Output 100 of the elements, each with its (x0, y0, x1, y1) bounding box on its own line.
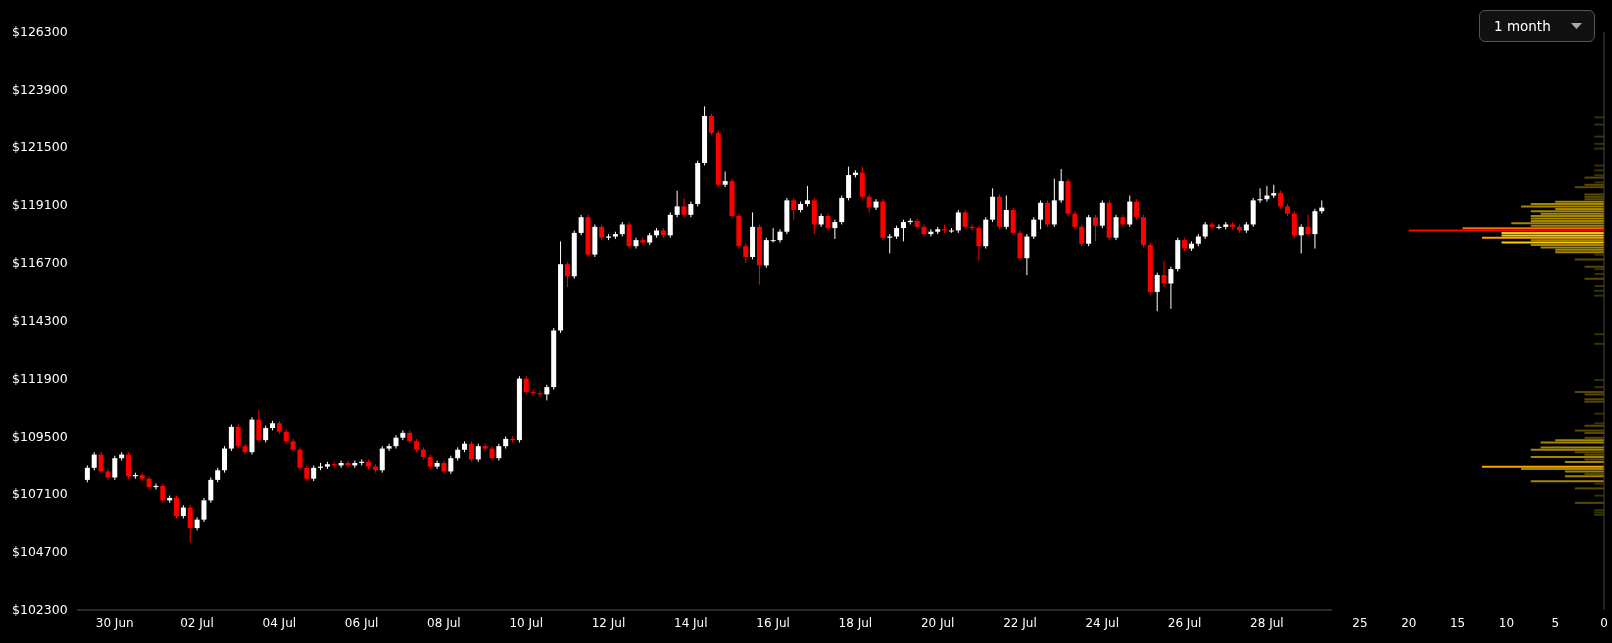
candlestick (1031, 216, 1037, 240)
bar (1530, 244, 1604, 247)
bar (1594, 174, 1604, 177)
bar (1564, 475, 1604, 478)
y-tick-label: $109500 (12, 428, 68, 444)
bar (1530, 210, 1604, 213)
candlestick (105, 468, 111, 481)
x-tick-label: 04 Jul (262, 615, 297, 630)
candlestick (1079, 223, 1085, 247)
x-tick-label: 14 Jul (674, 615, 708, 630)
candlestick (228, 423, 234, 452)
x-tick-label: 18 Jul (838, 615, 873, 630)
bar (1594, 412, 1604, 415)
candlestick (708, 113, 714, 136)
candlestick (523, 375, 529, 395)
candlestick (866, 193, 872, 213)
x-tick-label: 26 Jul (1167, 615, 1202, 630)
bar (1594, 342, 1604, 345)
candlestick (1003, 195, 1009, 230)
y-tick-label: $111900 (12, 370, 68, 386)
bar (1584, 265, 1604, 268)
x-tick-label: 30 Jun (95, 615, 134, 630)
candlestick (1058, 168, 1064, 204)
bar (1594, 169, 1604, 172)
bar (1501, 234, 1604, 237)
x-tick-label: 15 (1449, 615, 1466, 630)
candlestick (955, 209, 961, 234)
x-tick-label: 10 (1498, 615, 1515, 630)
bar (1584, 458, 1604, 461)
candlestick (174, 495, 180, 519)
y-tick-label: $107100 (12, 486, 68, 502)
bar (1594, 142, 1604, 145)
x-tick-label: 10 Jul (509, 615, 543, 630)
candlestick (1154, 272, 1160, 312)
y-tick-label: $119100 (12, 197, 68, 213)
candlestick (681, 197, 687, 218)
candlestick (1072, 210, 1078, 230)
bar (1521, 205, 1604, 208)
candlestick (482, 443, 488, 452)
bar (1574, 186, 1604, 189)
bar (1482, 465, 1604, 468)
candlestick (804, 185, 810, 207)
bar (1584, 424, 1604, 427)
bar (1594, 268, 1604, 271)
candlestick (146, 475, 152, 491)
candlestick (1298, 223, 1304, 254)
candlestick (667, 211, 673, 239)
bar (1521, 468, 1604, 471)
candlestick (434, 460, 440, 470)
candlestick (242, 443, 248, 456)
bar (1574, 258, 1604, 261)
candlestick (770, 227, 776, 244)
candlestick (468, 440, 474, 463)
bar (1594, 482, 1604, 485)
bar (1594, 386, 1604, 389)
bar (1564, 460, 1604, 463)
candlestick (1134, 198, 1140, 221)
candlestick (578, 214, 584, 236)
candlestick (1127, 195, 1133, 228)
bar (1482, 236, 1604, 239)
candlestick (98, 451, 104, 475)
candlestick (126, 451, 132, 480)
x-tick-label: 06 Jul (344, 615, 379, 630)
bar (1501, 241, 1604, 244)
bar (1594, 272, 1604, 275)
candlestick (962, 209, 968, 230)
candlestick (235, 423, 241, 450)
candlestick (1113, 214, 1119, 241)
candlestick (900, 219, 906, 242)
y-tick-label: $104700 (12, 544, 68, 560)
x-tick-label: 16 Jul (756, 615, 790, 630)
bar (1574, 429, 1604, 432)
candlestick (1168, 266, 1174, 310)
candlestick (743, 243, 749, 264)
candlestick (564, 261, 570, 288)
candlestick (222, 445, 228, 474)
x-tick-label: 24 Jul (1085, 615, 1120, 630)
annotation: 1 month (1494, 18, 1551, 34)
bar (1594, 181, 1604, 184)
candlestick (1216, 223, 1222, 230)
bar (1594, 333, 1604, 336)
bar (1501, 231, 1604, 234)
bar (1594, 147, 1604, 150)
bar (1584, 472, 1604, 475)
candlestick (1209, 221, 1215, 230)
candlestick (921, 223, 927, 238)
candlestick (1278, 190, 1284, 210)
candlestick (633, 237, 639, 250)
bar (1594, 253, 1604, 256)
candlestick (626, 221, 632, 250)
bar (1594, 116, 1604, 119)
candlestick (256, 409, 262, 444)
candlestick (208, 476, 214, 504)
bar (1594, 294, 1604, 297)
bar (1574, 487, 1604, 490)
candlestick (832, 219, 838, 240)
bar (1594, 289, 1604, 292)
y-tick-label: $116700 (12, 255, 68, 271)
candlestick (1092, 214, 1098, 242)
bar (1594, 123, 1604, 126)
